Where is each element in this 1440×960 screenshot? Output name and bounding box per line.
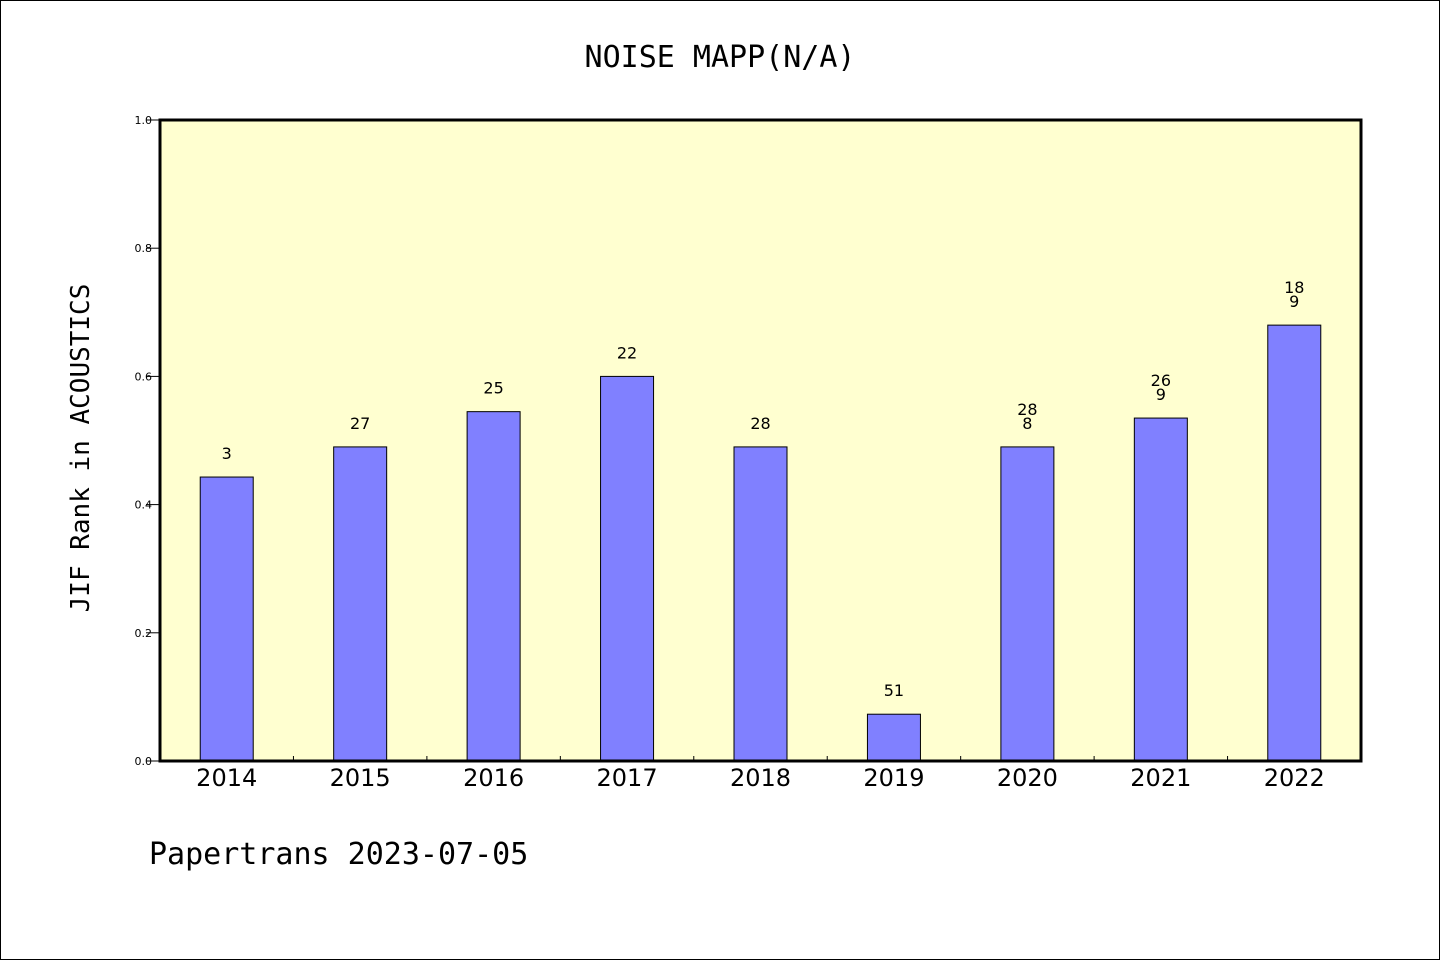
- bar-2016: [466, 411, 521, 762]
- x-tick-label-2019: 2019: [863, 764, 924, 792]
- axes-layer: 2014 2015 2016 2017 2018 2019 2020 2021 2022 0.0 0…: [135, 114, 1325, 792]
- x-tick-label-2015: 2015: [330, 764, 391, 792]
- data-label-2022: 9: [1289, 292, 1299, 311]
- data-label-2021: 26: [1151, 371, 1171, 390]
- data-label-2020: 8: [1022, 414, 1032, 433]
- x-tick-label-2021: 2021: [1130, 764, 1191, 792]
- footer-credit: Papertrans 2023-07-05: [149, 837, 528, 872]
- x-tick-label-2018: 2018: [730, 764, 791, 792]
- bar-2021: [1133, 417, 1188, 762]
- bar-2014: [199, 476, 254, 762]
- x-tick-label-2022: 2022: [1264, 764, 1325, 792]
- data-label-2017: 22: [617, 343, 637, 362]
- y-tick-label: 0.4: [135, 499, 153, 512]
- bar-2020: [1000, 446, 1055, 762]
- data-label-2021: 9: [1156, 385, 1166, 404]
- bars-layer: [199, 324, 1322, 762]
- x-tick-label-2017: 2017: [597, 764, 658, 792]
- x-tick-label-2014: 2014: [196, 764, 257, 792]
- bar-2022: [1267, 324, 1322, 762]
- data-label-2015: 27: [350, 414, 370, 433]
- data-label-2020: 28: [1017, 400, 1037, 419]
- bar-2019: [866, 713, 921, 762]
- y-tick-label: 0.0: [135, 755, 153, 768]
- y-tick-label: 1.0: [135, 114, 153, 127]
- y-tick-label: 0.2: [135, 627, 153, 640]
- bar-2015: [333, 446, 388, 762]
- chart-title: NOISE MAPP(N/A): [585, 40, 856, 75]
- data-label-2018: 28: [750, 414, 770, 433]
- data-label-2016: 25: [483, 379, 503, 398]
- data-label-2022: 18: [1284, 278, 1304, 297]
- x-tick-label-2016: 2016: [463, 764, 524, 792]
- data-label-2019: 51: [884, 681, 904, 700]
- plot-border: [158, 118, 1363, 763]
- bar-2017: [600, 375, 655, 762]
- data-label-2014: 3: [222, 444, 232, 463]
- x-tick-label-2020: 2020: [997, 764, 1058, 792]
- y-axis-label: JIF Rank in ACOUSTICS: [66, 284, 96, 613]
- y-tick-label: 0.6: [135, 370, 153, 383]
- bar-2018: [733, 446, 788, 762]
- y-tick-label: 0.8: [135, 242, 153, 255]
